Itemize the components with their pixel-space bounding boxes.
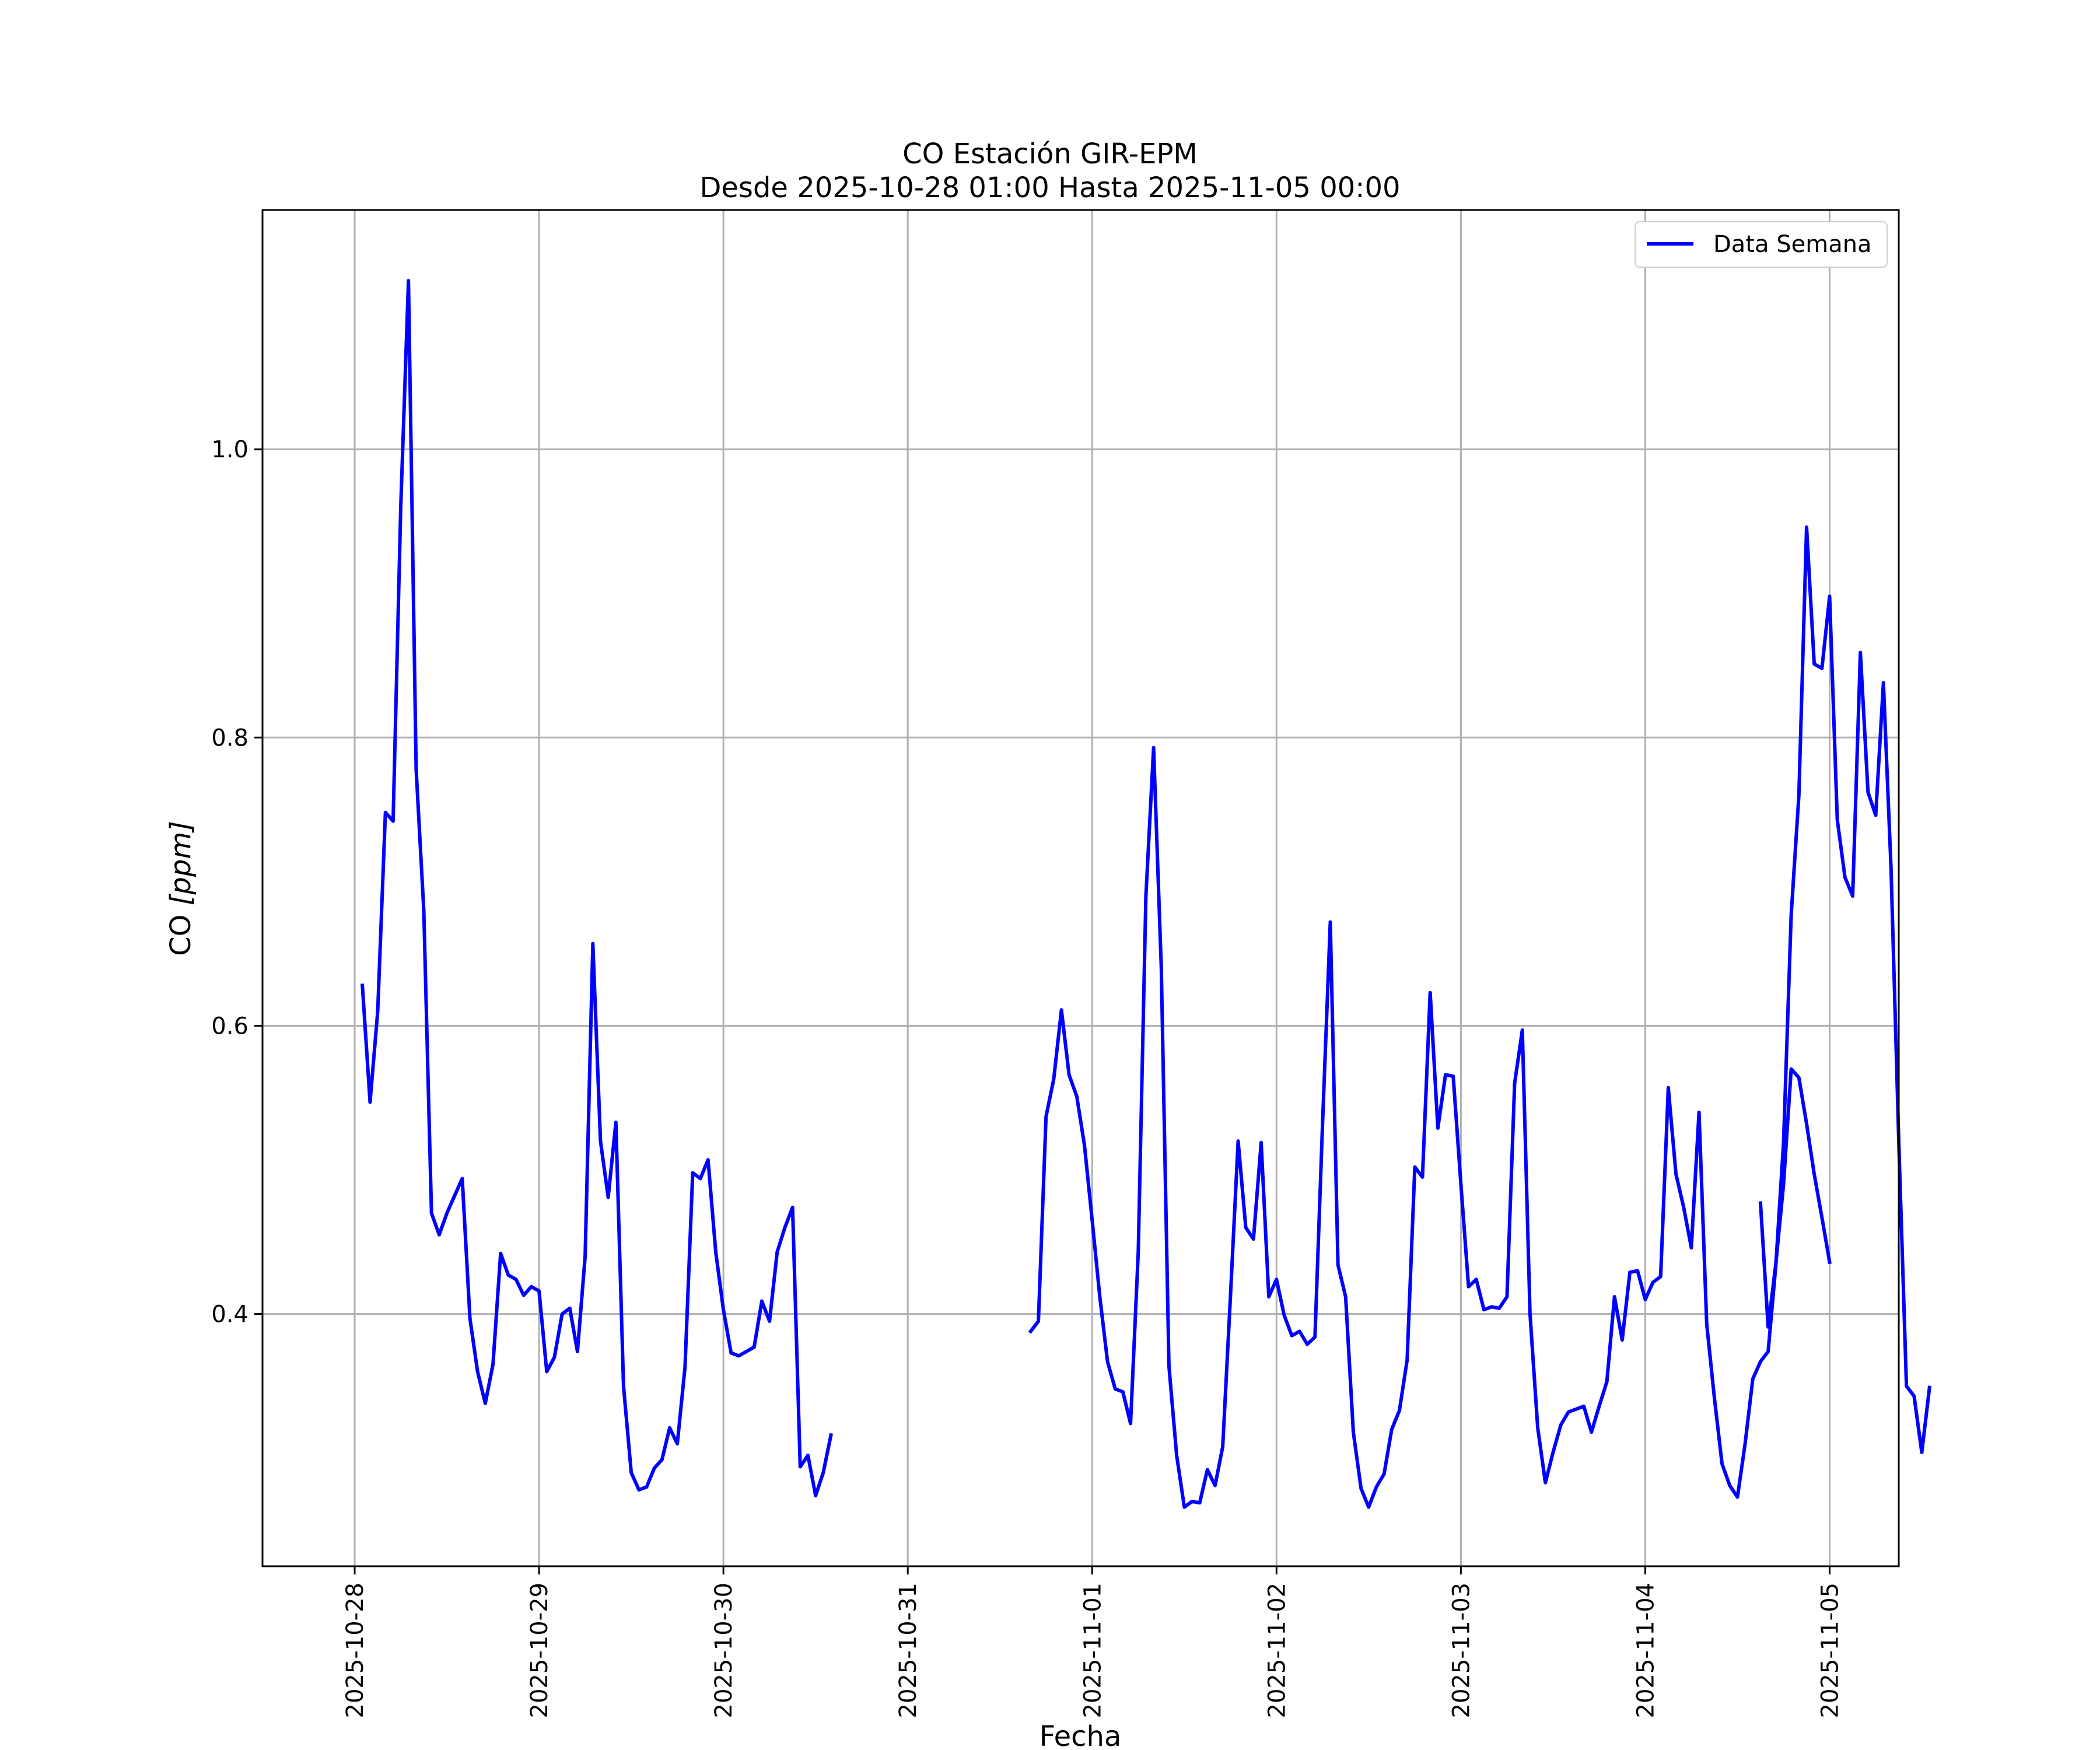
series-line-segment [1758, 1067, 1832, 1329]
series-line-segment [360, 279, 834, 1497]
y-axis-label: CO [ppm] [164, 821, 197, 956]
x-tick-label: 2025-10-31 [895, 1583, 922, 1718]
x-tick-label: 2025-10-30 [710, 1583, 737, 1718]
y-tick-label: 1.0 [211, 436, 249, 463]
chart-subtitle: Desde 2025-10-28 01:00 Hasta 2025-11-05 … [699, 172, 1400, 204]
y-axis-label-unit: [ppm] [164, 821, 197, 905]
x-tick-label: 2025-11-04 [1632, 1583, 1659, 1718]
series-layer [360, 279, 1932, 1509]
chart-title: CO Estación GIR-EPM [902, 138, 1198, 170]
y-axis-label-name: CO [164, 905, 197, 956]
y-tick-label: 0.6 [211, 1013, 249, 1040]
y-tick-label: 0.4 [211, 1301, 249, 1328]
axis-ticks: 2025-10-28 2025-10-29 2025-10-30 2025-10-31… [211, 436, 1843, 1718]
plot-frame [261, 209, 1900, 1567]
legend-label: Data Semana [1713, 231, 1872, 258]
x-tick-label: 2025-11-03 [1448, 1583, 1475, 1718]
x-tick-label: 2025-11-05 [1817, 1583, 1843, 1718]
legend: Data Semana [1634, 221, 1888, 268]
series-line-segment [1028, 525, 1932, 1509]
x-tick-label: 2025-11-02 [1264, 1583, 1290, 1718]
x-tick-label: 2025-10-28 [342, 1583, 369, 1718]
x-axis-label: Fecha [1040, 1720, 1122, 1750]
x-tick-label: 2025-11-01 [1079, 1583, 1106, 1718]
x-tick-label: 2025-10-29 [526, 1583, 553, 1718]
y-tick-label: 0.8 [211, 724, 249, 751]
legend-box [1634, 221, 1888, 268]
